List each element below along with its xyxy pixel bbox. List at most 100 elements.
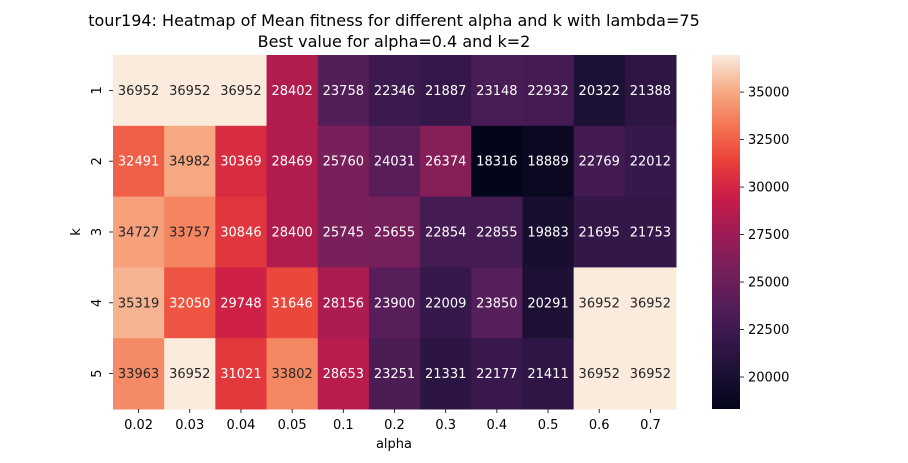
heatmap-cell bbox=[420, 267, 472, 339]
chart-title: tour194: Heatmap of Mean fitness for dif… bbox=[88, 11, 700, 30]
y-tick-label: 5 bbox=[90, 369, 105, 377]
heatmap-cell bbox=[624, 125, 677, 198]
cell-value-label: 22855 bbox=[476, 226, 517, 241]
heatmap-cell bbox=[113, 196, 165, 268]
colorbar-tick-label: 20000 bbox=[748, 371, 789, 386]
cell-value-label: 36952 bbox=[579, 367, 620, 382]
cell-value-label: 21331 bbox=[425, 367, 466, 382]
cell-value-label: 22009 bbox=[425, 296, 466, 311]
cell-value-label: 23850 bbox=[476, 296, 517, 311]
cell-value-label: 22177 bbox=[476, 367, 517, 382]
cell-value-label: 33802 bbox=[271, 367, 312, 382]
cell-value-label: 24031 bbox=[374, 155, 415, 170]
cell-value-label: 22769 bbox=[579, 155, 620, 170]
cell-value-label: 28469 bbox=[271, 155, 312, 170]
heatmap-cell bbox=[215, 196, 268, 268]
colorbar-tick-label: 27500 bbox=[748, 228, 789, 243]
cell-value-label: 28400 bbox=[271, 226, 312, 241]
heatmap-cell bbox=[317, 267, 370, 339]
colorbar-ticks: 35000 32500 30000 27500 25000 22500 20000 bbox=[740, 86, 789, 386]
cell-value-label: 22932 bbox=[527, 84, 568, 99]
cell-value-label: 23900 bbox=[374, 296, 415, 311]
y-tick-label: 3 bbox=[90, 228, 105, 236]
heatmap-cell bbox=[471, 338, 523, 410]
heatmap-cells: 36952 36952 36952 28402 23758 22346 21887 23148… bbox=[113, 55, 677, 410]
chart-subtitle: Best value for alpha=0.4 and k=2 bbox=[258, 32, 531, 51]
cell-value-label: 22012 bbox=[630, 155, 671, 170]
cell-value-label: 36952 bbox=[220, 84, 261, 99]
heatmap-cell bbox=[420, 196, 472, 268]
cell-value-label: 36952 bbox=[630, 367, 671, 382]
x-tick-label: 0.03 bbox=[175, 418, 204, 433]
heatmap-cell bbox=[368, 338, 421, 410]
cell-value-label: 29748 bbox=[220, 296, 261, 311]
heatmap-cell bbox=[113, 125, 165, 198]
cell-value-label: 21388 bbox=[630, 84, 671, 99]
cell-value-label: 32491 bbox=[118, 155, 159, 170]
x-tick-label: 0.05 bbox=[278, 418, 307, 433]
colorbar-tick-label: 22500 bbox=[748, 323, 789, 338]
heatmap-cell bbox=[317, 338, 370, 410]
heatmap-cell bbox=[368, 267, 421, 339]
heatmap-cell bbox=[266, 125, 319, 198]
cell-value-label: 18316 bbox=[476, 155, 517, 170]
colorbar bbox=[712, 55, 740, 409]
heatmap-cell bbox=[266, 196, 319, 268]
heatmap-cell bbox=[573, 55, 626, 127]
cell-value-label: 31021 bbox=[220, 367, 261, 382]
colorbar-tick-label: 25000 bbox=[748, 276, 789, 291]
cell-value-label: 30369 bbox=[220, 155, 261, 170]
heatmap-cell bbox=[420, 55, 472, 127]
heatmap-cell bbox=[215, 55, 268, 127]
cell-value-label: 25745 bbox=[323, 226, 364, 241]
heatmap-cell bbox=[113, 55, 165, 127]
cell-value-label: 30846 bbox=[220, 226, 261, 241]
heatmap-cell bbox=[624, 267, 677, 339]
x-tick-label: 0.04 bbox=[226, 418, 255, 433]
x-axis-label: alpha bbox=[376, 437, 412, 452]
cell-value-label: 21411 bbox=[527, 367, 568, 382]
cell-value-label: 36952 bbox=[169, 367, 210, 382]
heatmap-cell bbox=[164, 55, 216, 127]
heatmap-cell bbox=[113, 267, 165, 339]
heatmap-cell bbox=[266, 55, 319, 127]
x-tick-label: 0.1 bbox=[333, 418, 354, 433]
heatmap-cell bbox=[215, 267, 268, 339]
cell-value-label: 36952 bbox=[118, 84, 159, 99]
cell-value-label: 25655 bbox=[374, 226, 415, 241]
colorbar-tick-label: 30000 bbox=[748, 181, 789, 196]
y-axis-label: k bbox=[69, 228, 84, 236]
cell-value-label: 28653 bbox=[323, 367, 364, 382]
heatmap-cell bbox=[368, 125, 421, 198]
cell-value-label: 36952 bbox=[630, 296, 671, 311]
x-tick-label: 0.2 bbox=[384, 418, 405, 433]
x-tick-label: 0.3 bbox=[435, 418, 456, 433]
heatmap-cell bbox=[317, 55, 370, 127]
heatmap-cell bbox=[624, 55, 677, 127]
colorbar-tick-label: 35000 bbox=[748, 86, 789, 101]
heatmap-cell bbox=[624, 196, 677, 268]
heatmap-cell bbox=[573, 267, 626, 339]
cell-value-label: 33757 bbox=[169, 226, 210, 241]
colorbar-tick-label: 32500 bbox=[748, 133, 789, 148]
y-axis-ticks: 1 2 3 4 5 bbox=[90, 86, 113, 378]
cell-value-label: 34727 bbox=[118, 226, 159, 241]
cell-value-label: 33963 bbox=[118, 367, 159, 382]
cell-value-label: 23148 bbox=[476, 84, 517, 99]
cell-value-label: 31646 bbox=[271, 296, 312, 311]
heatmap-cell bbox=[368, 196, 421, 268]
cell-value-label: 36952 bbox=[579, 296, 620, 311]
heatmap-cell bbox=[266, 338, 319, 410]
heatmap-cell bbox=[215, 125, 268, 198]
x-axis-ticks: 0.02 0.03 0.04 0.05 0.1 0.2 0.3 0.4 0.5 0.6 0.7 bbox=[124, 409, 661, 433]
heatmap-cell bbox=[573, 338, 626, 410]
cell-value-label: 23758 bbox=[323, 84, 364, 99]
heatmap-cell bbox=[522, 196, 575, 268]
heatmap-cell bbox=[420, 338, 472, 410]
cell-value-label: 21887 bbox=[425, 84, 466, 99]
heatmap-cell bbox=[368, 55, 421, 127]
heatmap-cell bbox=[317, 196, 370, 268]
cell-value-label: 18889 bbox=[527, 155, 568, 170]
heatmap-cell bbox=[573, 125, 626, 198]
